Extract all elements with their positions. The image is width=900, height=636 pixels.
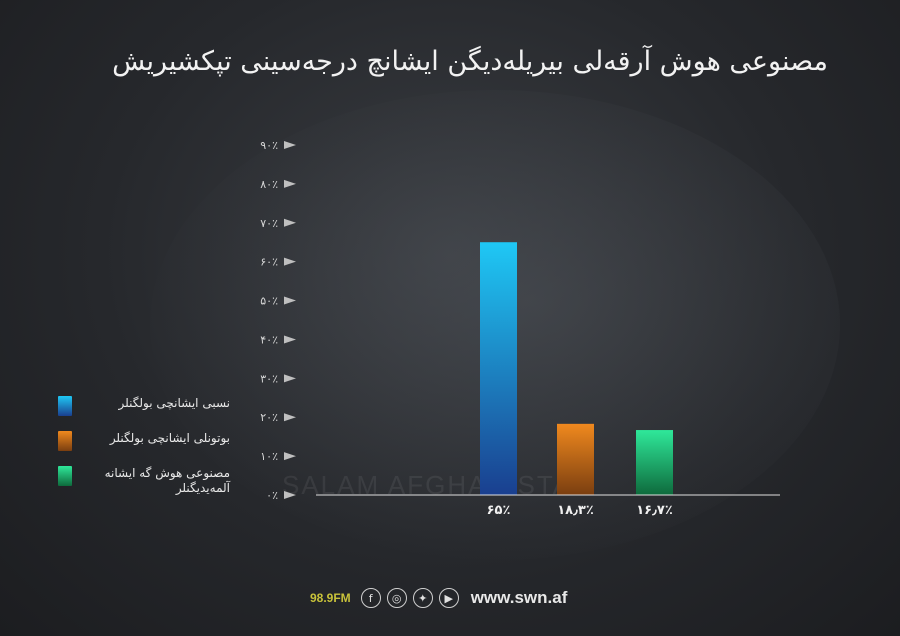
legend-label: بوتونلی ایشانچی بولگنلر [109, 431, 230, 445]
legend-label: مصنوعی هوش گه ایشانه آلمه‌یدیگنلر [104, 466, 230, 495]
y-tick-marker [284, 179, 296, 188]
bar-value-label: ۱۶٫۷٪ [636, 503, 673, 518]
bar [557, 423, 594, 495]
y-tick-marker [284, 491, 296, 499]
bar [636, 430, 673, 495]
legend-item: نسبی ایشانچی بولگنلر [58, 396, 238, 416]
legend-swatch [58, 396, 72, 416]
footer: 98.9FM f ◎ ✦ ▶ www.swn.af [310, 588, 567, 608]
twitter-icon[interactable]: ✦ [412, 588, 433, 608]
y-tick-label: ۷۰٪ [260, 217, 278, 230]
facebook-icon[interactable]: f [360, 588, 381, 608]
y-tick-marker [284, 257, 296, 266]
y-tick-marker [284, 413, 296, 422]
bar-value-label: ۶۵٪ [487, 503, 511, 518]
y-tick-label: ۴۰٪ [260, 333, 278, 346]
value-labels: ۶۵٪ ۱۸٫۳٪ ۱۶٫۷٪ [487, 503, 673, 518]
instagram-icon[interactable]: ◎ [386, 588, 407, 608]
bar [480, 242, 517, 495]
y-tick-label: ۸۰٪ [260, 178, 278, 191]
legend-label: نسبی ایشانچی بولگنلر [118, 396, 230, 410]
legend-swatch [58, 431, 72, 451]
legend-item: بوتونلی ایشانچی بولگنلر [58, 431, 238, 451]
bar-value-label: ۱۸٫۳٪ [557, 503, 594, 518]
y-tick-label: ۶۰٪ [260, 256, 278, 269]
y-tick-marker [284, 296, 296, 305]
y-tick-marker [284, 141, 296, 149]
youtube-icon[interactable]: ▶ [438, 588, 459, 608]
radio-frequency: 98.9FM [310, 591, 351, 605]
chart-title: مصنوعی هوش آرقه‌لی بیریله‌دیگن ایشانچ در… [112, 46, 828, 77]
y-tick-marker [284, 335, 296, 344]
website-link[interactable]: www.swn.af [470, 588, 568, 607]
y-tick-label: ۱۰٪ [260, 450, 278, 463]
y-tick-marker [284, 374, 296, 383]
y-axis: ۰٪ ۱۰٪ ۲۰٪ ۳۰٪ ۴۰٪ ۵۰٪ ۶۰٪ ۷۰٪ ۸۰٪ ۹۰٪ [260, 139, 296, 502]
y-tick-label: ۵۰٪ [260, 295, 278, 308]
legend-swatch [58, 466, 72, 486]
y-tick-label: ۹۰٪ [260, 139, 278, 152]
y-tick-marker [284, 452, 296, 461]
y-tick-marker [284, 218, 296, 227]
legend-item: مصنوعی هوش گه ایشانه آلمه‌یدیگنلر [58, 466, 238, 496]
y-tick-label: ۰٪ [266, 489, 278, 502]
legend: نسبی ایشانچی بولگنلر بوتونلی ایشانچی بول… [58, 396, 238, 511]
y-tick-label: ۳۰٪ [260, 372, 278, 385]
bars [480, 242, 673, 495]
y-tick-label: ۲۰٪ [260, 411, 278, 424]
